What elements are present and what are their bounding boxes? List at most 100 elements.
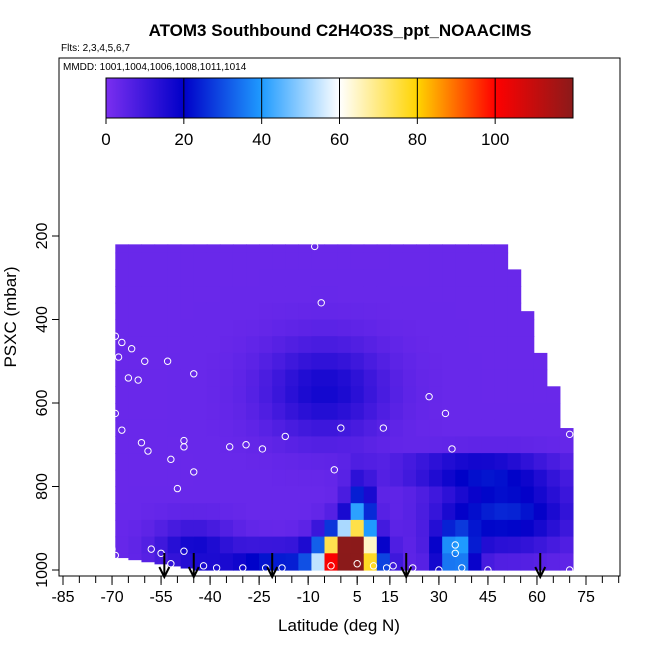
sample-point xyxy=(441,409,450,418)
heatmap-cell xyxy=(376,536,391,554)
heatmap-cell xyxy=(311,469,326,488)
heatmap-cell xyxy=(363,302,378,321)
colorbar: 0 20 40 60 80 100 xyxy=(101,77,574,149)
heatmap-cell xyxy=(285,453,299,471)
heatmap-cell xyxy=(507,486,522,504)
heatmap-cell xyxy=(141,553,156,563)
heatmap-cell xyxy=(272,553,286,571)
heatmap-cell xyxy=(285,252,299,270)
heatmap-cell xyxy=(416,553,430,571)
heatmap-cell xyxy=(285,319,299,337)
heatmap-cell xyxy=(232,336,247,354)
sample-point xyxy=(118,426,126,434)
heatmap-cell xyxy=(154,286,169,304)
heatmap-cell xyxy=(468,252,482,270)
heatmap-cell xyxy=(442,252,456,270)
colorbar-tick-label: 40 xyxy=(252,130,271,149)
heatmap-cell xyxy=(272,469,286,488)
heatmap-cell xyxy=(141,519,156,538)
heatmap-cell xyxy=(389,436,404,454)
heatmap-cell xyxy=(559,469,574,488)
heatmap-cell xyxy=(246,519,260,538)
heatmap-cell xyxy=(246,403,260,421)
heatmap-cell xyxy=(337,386,352,404)
sample-points xyxy=(75,242,574,574)
heatmap-cell xyxy=(259,519,273,538)
heatmap-cell xyxy=(350,369,365,387)
heatmap-cell xyxy=(311,269,326,287)
heatmap-cell xyxy=(272,386,286,404)
heatmap-cell xyxy=(350,469,365,488)
sample-point xyxy=(425,393,433,401)
heatmap-cell xyxy=(298,302,313,321)
heatmap-cell xyxy=(455,453,469,471)
heatmap-cell xyxy=(402,436,417,454)
heatmap-cell xyxy=(416,336,430,354)
heatmap-cell xyxy=(389,519,404,538)
heatmap-cell xyxy=(324,469,339,488)
heatmap-cell xyxy=(350,336,365,354)
heatmap-cell xyxy=(507,286,522,304)
heatmap-cell xyxy=(559,536,574,554)
heatmap-cell xyxy=(416,386,430,404)
y-axis-label: PSXC (mbar) xyxy=(1,266,20,367)
heatmap-cell xyxy=(455,286,469,304)
heatmap-cell xyxy=(337,302,352,321)
sample-point xyxy=(167,455,175,464)
heatmap-cell xyxy=(311,503,326,521)
heatmap-cell xyxy=(259,436,273,454)
colorbar-tick-label: 60 xyxy=(330,130,349,149)
heatmap-cell xyxy=(468,369,482,387)
heatmap-cell xyxy=(259,386,273,404)
heatmap-cell xyxy=(311,386,326,404)
heatmap-cell xyxy=(468,436,482,454)
heatmap-cell xyxy=(128,252,143,270)
heatmap-cell xyxy=(363,519,378,538)
heatmap-cell xyxy=(324,319,339,337)
heatmap-cell xyxy=(376,403,391,421)
sample-point xyxy=(353,560,361,568)
sample-point xyxy=(278,564,286,572)
heatmap-cell xyxy=(154,369,169,387)
heatmap-cell xyxy=(180,352,195,371)
heatmap-cell xyxy=(416,319,430,337)
heatmap-cell xyxy=(494,403,509,421)
heatmap-cell xyxy=(402,302,417,321)
heatmap-cell xyxy=(559,436,574,454)
heatmap-cell xyxy=(337,553,352,571)
heatmap-cell xyxy=(311,302,326,321)
heatmap-cell xyxy=(442,403,456,421)
heatmap-cell xyxy=(272,419,286,437)
heatmap-cell xyxy=(219,553,234,571)
heatmap-cell xyxy=(154,436,169,454)
heatmap-cell xyxy=(389,352,404,371)
heatmap-cell xyxy=(494,369,509,387)
heatmap-cell xyxy=(128,244,143,254)
heatmap-cell xyxy=(402,386,417,404)
sample-point xyxy=(379,424,388,432)
heatmap-cell xyxy=(193,336,208,354)
heatmap-cell xyxy=(337,286,352,304)
heatmap-cell xyxy=(559,553,574,571)
sample-point xyxy=(108,545,116,553)
heatmap-cell xyxy=(520,519,535,538)
heatmap-cell xyxy=(154,469,169,488)
heatmap-cell xyxy=(429,336,443,354)
heatmap-cell xyxy=(481,453,496,471)
heatmap-cell xyxy=(455,252,469,270)
heatmap-cell xyxy=(416,419,430,437)
y-tick-label: 200 xyxy=(34,223,51,250)
heatmap-cell xyxy=(533,369,548,387)
heatmap-cell xyxy=(298,244,313,254)
heatmap-cell xyxy=(468,244,482,254)
heatmap-cell xyxy=(494,319,509,337)
sample-point xyxy=(448,445,456,453)
heatmap-cell xyxy=(298,503,313,521)
heatmap-cell xyxy=(494,244,509,254)
heatmap-cell xyxy=(324,403,339,421)
heatmap-cell xyxy=(193,302,208,321)
heatmap-cell xyxy=(533,386,548,404)
heatmap-cell xyxy=(206,269,221,287)
heatmap-cell xyxy=(193,536,208,554)
heatmap-cell xyxy=(272,503,286,521)
